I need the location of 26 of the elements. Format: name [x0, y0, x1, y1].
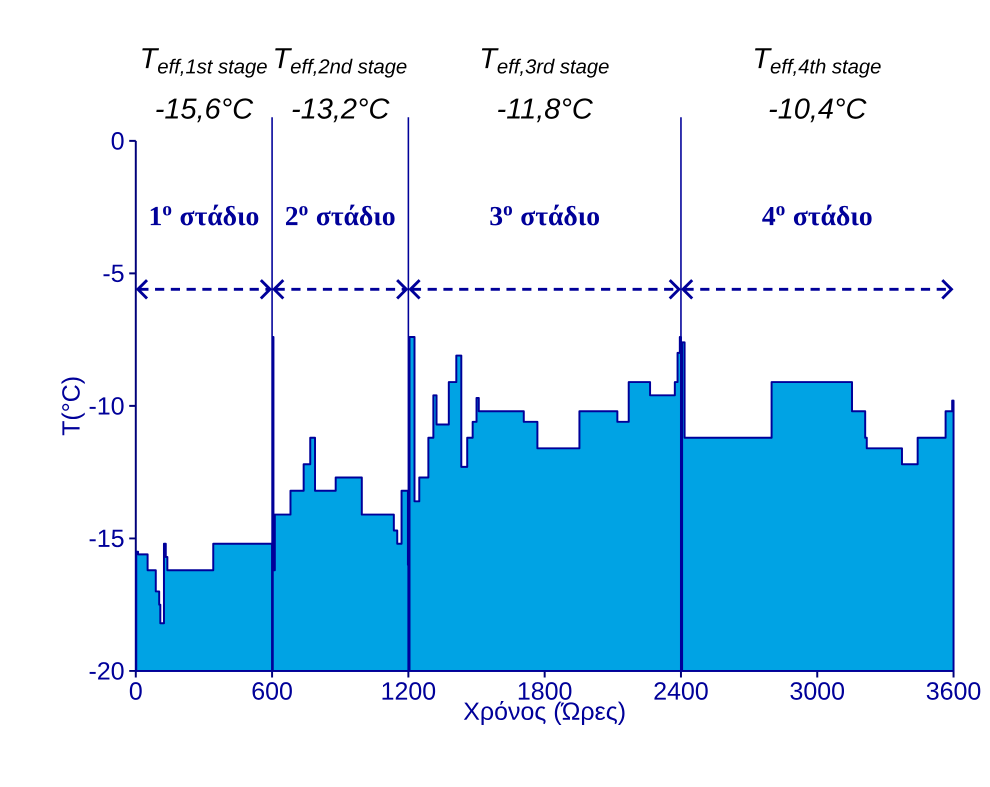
text: $\textit{T}_{\textit{eff,3rd stage}}$	[482, 48, 609, 78]
y-tick-label: -20	[90, 662, 124, 680]
annotation: 4$^{o}$ στάδιο	[762, 204, 872, 226]
text: -15,6°C	[156, 98, 254, 122]
y-tick-label: -15	[90, 530, 124, 548]
x-tick-label: 3600	[926, 682, 980, 700]
y-tick-label: -10	[90, 396, 124, 415]
y-tick-label: -5	[104, 264, 124, 282]
text: -10,4°C	[770, 98, 867, 122]
text: $\textit{T}_{\textit{eff,4th stage}}$	[755, 48, 881, 78]
x-tick-label: 2400	[654, 682, 708, 700]
annotation: 1$^{o}$ στάδιο	[150, 204, 258, 226]
annotation: 3$^{o}$ στάδιο	[490, 204, 600, 226]
x-tick-label: 3000	[790, 682, 844, 700]
y-axis-title: T(°C)	[61, 377, 85, 436]
text: -13,2°C	[292, 98, 390, 122]
x-tick-label: 1200	[382, 682, 436, 700]
text: $\textit{T}_{\textit{eff,1st stage}}$	[142, 48, 267, 78]
y-tick-label: 0	[112, 132, 124, 150]
x-axis-title: Χρόνος (Ώρες)	[464, 700, 624, 725]
annotation: 2$^{o}$ στάδιο	[286, 204, 395, 226]
text: $\textit{T}_{\textit{eff,2nd stage}}$	[275, 48, 406, 78]
x-tick-label: 600	[252, 682, 292, 700]
text: -11,8°C	[498, 98, 593, 122]
x-tick-label: 1800	[518, 682, 572, 700]
x-tick-label: 0	[130, 682, 142, 700]
